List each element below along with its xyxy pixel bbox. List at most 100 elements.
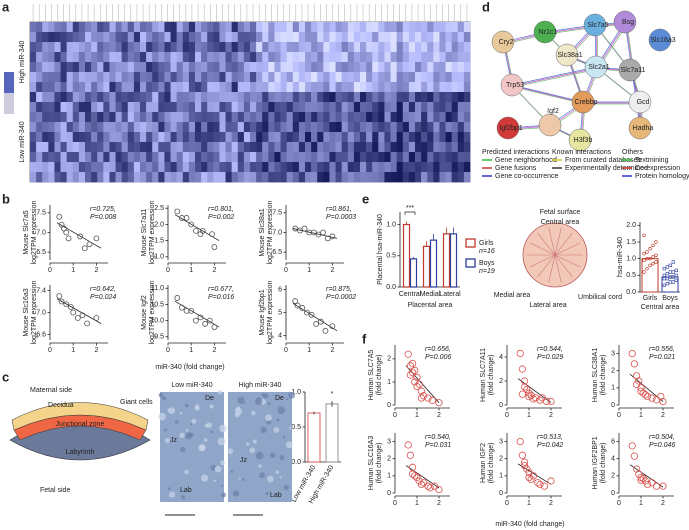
heatmap-cell: [396, 52, 404, 63]
heatmap-cell: [366, 142, 373, 153]
heatmap-cell: [329, 62, 336, 73]
heatmap-cell: [85, 132, 92, 143]
data-point: [520, 383, 529, 391]
heatmap-cell: [439, 142, 446, 153]
heatmap-cell: [360, 22, 367, 33]
heatmap-cell: [402, 172, 410, 183]
heatmap-cell: [115, 92, 122, 103]
heatmap-cell: [268, 112, 275, 123]
heatmap-cell: [133, 52, 141, 63]
data-point: [651, 255, 655, 259]
network-edge: [511, 66, 597, 86]
heatmap-cell: [201, 62, 208, 73]
data-point: [435, 399, 443, 407]
heatmap-cell: [280, 92, 287, 103]
heatmap-cell: [415, 82, 422, 93]
legend-n: n=16: [479, 248, 495, 255]
heatmap-cell: [91, 112, 98, 123]
heatmap-cell: [347, 32, 355, 43]
data-point: [671, 275, 675, 279]
legend-item: Gene fusions: [495, 165, 537, 172]
heatmap-cell: [170, 132, 177, 143]
tissue-texture: [254, 397, 263, 405]
heatmap-cell: [402, 112, 410, 123]
tissue-texture: [269, 452, 276, 459]
heatmap-cell: [323, 132, 330, 143]
tissue-texture: [277, 406, 285, 415]
heatmap-cell: [54, 102, 61, 113]
heatmap-cell: [213, 122, 220, 133]
heatmap-cell: [347, 152, 355, 163]
x-tick-label: 1: [307, 267, 311, 274]
heatmap-cell: [78, 102, 86, 113]
heatmap-cell: [54, 152, 61, 163]
heatmap-cell: [408, 62, 416, 73]
heatmap-cell: [439, 132, 446, 143]
heatmap-cell: [390, 42, 397, 53]
heatmap-cell: [280, 162, 287, 173]
y-tick-label: 6.5: [272, 249, 282, 256]
heatmap-cell: [286, 52, 294, 63]
heatmap-cell: [262, 152, 269, 163]
heatmap-cell: [127, 62, 135, 73]
heatmap-cell: [146, 162, 153, 173]
heatmap-cell: [72, 172, 80, 183]
data-point: [411, 378, 419, 386]
heatmap-cell: [305, 122, 312, 133]
heatmap-cell: [140, 162, 147, 173]
network-node: [628, 116, 652, 140]
x-tick-label: 0: [166, 267, 170, 274]
heatmap-cell: [268, 42, 275, 53]
tissue-texture: [168, 487, 171, 490]
node-label: Crebbp: [575, 99, 598, 106]
heatmap-cell: [317, 132, 324, 143]
heatmap-cell: [60, 152, 67, 163]
heatmap-cell: [286, 112, 294, 123]
heatmap-cell: [85, 122, 92, 133]
heatmap-cell: [427, 102, 434, 113]
y-tick-label: 1.0: [626, 256, 636, 263]
data-point: [188, 307, 195, 314]
heatmap-cell: [457, 122, 465, 133]
heatmap-cell: [85, 52, 92, 63]
heatmap-cell: [72, 82, 80, 93]
heatmap-cell: [268, 22, 275, 33]
heatmap-cell: [256, 122, 263, 133]
heatmap-cell: [384, 82, 391, 93]
heatmap-cell: [463, 32, 471, 43]
heatmap-cell: [237, 172, 245, 183]
heatmap-cell: [274, 162, 281, 173]
tissue-texture: [167, 408, 171, 412]
data-point: [411, 472, 419, 480]
data-point: [645, 250, 649, 254]
heatmap-cell: [170, 112, 177, 123]
heatmap-cell: [457, 42, 465, 53]
data-point: [63, 229, 70, 236]
heatmap-cell: [91, 32, 98, 43]
heatmap-cell: [72, 152, 80, 163]
heatmap-cell: [445, 102, 452, 113]
heatmap-cell: [353, 22, 361, 33]
heatmap-cell: [103, 132, 110, 143]
heatmap-cell: [85, 82, 92, 93]
heatmap-cell: [115, 22, 122, 33]
heatmap-cell: [256, 142, 263, 153]
heatmap-cell: [317, 82, 324, 93]
y-axis-label: (fold change): [376, 443, 383, 484]
heatmap-cell: [378, 122, 385, 133]
heatmap-cell: [152, 162, 159, 173]
heatmap-cell: [366, 152, 373, 163]
panel-letter: d: [482, 0, 490, 14]
heatmap-cell: [372, 142, 379, 153]
heatmap-cell: [390, 32, 397, 43]
heatmap-cell: [372, 62, 379, 73]
heatmap-cell: [85, 72, 92, 83]
heatmap-cell: [408, 32, 416, 43]
data-point: [299, 305, 306, 311]
data-point: [527, 391, 535, 399]
heatmap-cell: [341, 42, 349, 53]
heatmap-cell: [36, 142, 43, 153]
data-point: [202, 320, 209, 327]
heatmap-cell: [298, 172, 306, 183]
heatmap-cell: [30, 102, 37, 113]
